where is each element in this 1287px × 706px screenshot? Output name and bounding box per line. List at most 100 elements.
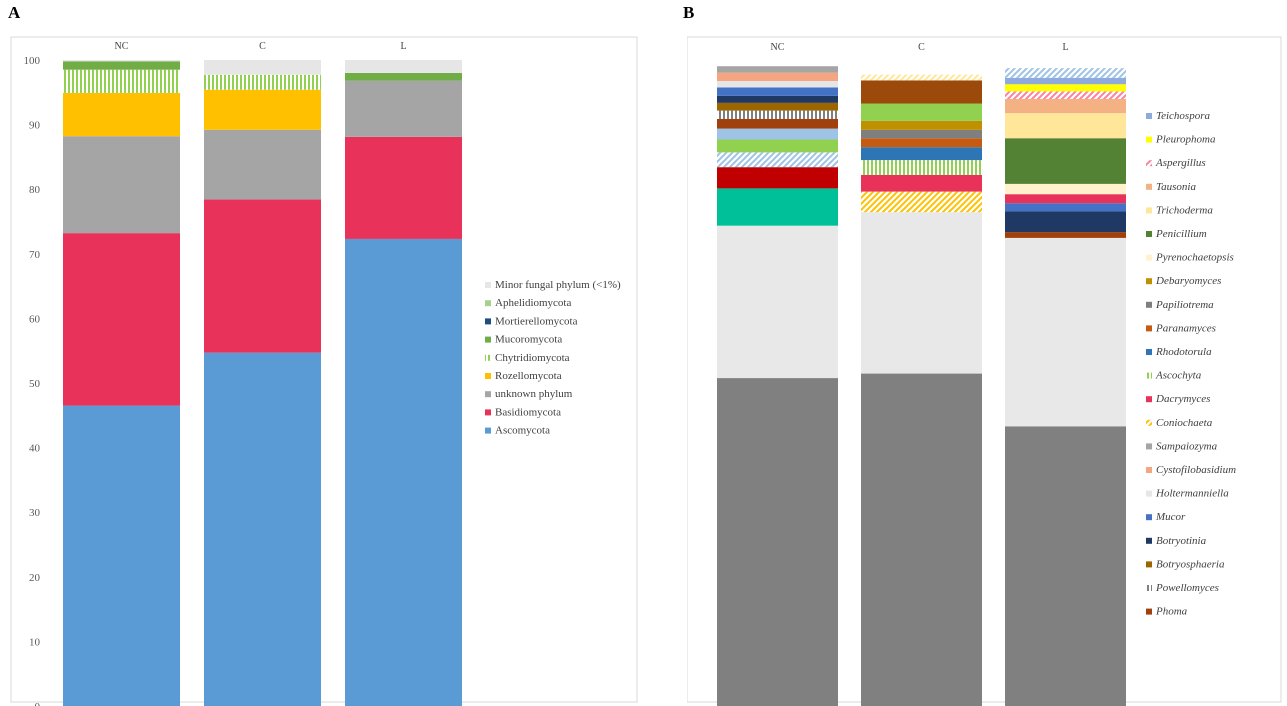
panel-a-label: A (8, 3, 21, 22)
legend-label-cystofilobasidium: Cystofilobasidium (1156, 464, 1236, 476)
category-label-l: L (400, 41, 406, 52)
y-tick-label: 30 (29, 507, 41, 519)
category-label-l: L (1062, 42, 1068, 53)
bar-nc-segment (717, 72, 838, 82)
bar-nc-segment (717, 66, 838, 73)
legend-label-tausonia: Tausonia (1156, 181, 1196, 193)
legend-swatch-mortierellomycota (485, 318, 491, 325)
bar-l-dacrymyces (1005, 194, 1126, 204)
bar-l-mucoromycota (345, 72, 462, 81)
legend-label-penicillium: Penicillium (1155, 228, 1207, 240)
legend-label-unknown-phylum: unknown phylum (495, 388, 573, 400)
category-label-c: C (259, 41, 266, 52)
legend-swatch-botryosphaeria (1146, 561, 1152, 568)
y-tick-label: 100 (24, 55, 41, 67)
bar-c-paranamyces (861, 138, 982, 148)
bar-l-mucor (1005, 203, 1126, 212)
chart-frame (10, 36, 638, 703)
bar-nc-minor-genera (717, 225, 838, 379)
bar-l-pleurophoma (1005, 84, 1126, 92)
bar-l-unassigned-genera (1005, 426, 1126, 706)
y-tick-label: 50 (29, 378, 41, 390)
chart-b: NC C L Teichospora Pleurophoma Aspergillus Tau… (687, 36, 1282, 706)
legend-swatch-penicillium (1146, 231, 1152, 237)
legend-swatch-aspergillus (1146, 160, 1152, 167)
category-label-nc: NC (771, 42, 785, 53)
bar-l-segment (1005, 68, 1126, 78)
legend-swatch-unknown-phylum (485, 391, 491, 398)
legend-swatch-aphelidiomycota (485, 300, 491, 307)
legend-swatch-basidiomycota (485, 409, 491, 416)
y-tick-label: 70 (29, 249, 41, 261)
legend-label-minor-fungal-phylum-1: Minor fungal phylum (<1%) (495, 279, 621, 291)
bar-l-trichoderma (1005, 113, 1126, 139)
bar-c-chytridiomycota (204, 74, 321, 90)
legend-label-pyrenochaetopsis: Pyrenochaetopsis (1155, 252, 1234, 264)
legend-swatch-rozellomycota (485, 373, 491, 379)
legend-label-chytridiomycota: Chytridiomycota (495, 352, 570, 364)
bar-c-rozellomycota (204, 89, 321, 130)
legend-swatch-ascochyta (1146, 372, 1152, 379)
bar-nc-unknown-phylum (63, 136, 180, 234)
bar-c-unassigned-genera (861, 373, 982, 706)
y-tick-label: 60 (29, 313, 41, 325)
y-tick-label: 20 (29, 572, 41, 584)
legend-swatch-phoma (1146, 608, 1152, 615)
bar-l-ascomycota (345, 238, 462, 706)
legend-swatch-paranamyces (1146, 325, 1152, 332)
bar-c-basidiomycota (204, 199, 321, 353)
legend-label-mortierellomycota: Mortierellomycota (495, 315, 578, 327)
legend-swatch-holtermanniella (1146, 490, 1152, 497)
bar-nc-ascomycota (63, 405, 180, 706)
bar-c-segment (861, 74, 982, 81)
bar-nc-basidiomycota (63, 233, 180, 406)
bar-c-segment (861, 103, 982, 121)
y-tick-label: 0 (35, 701, 41, 706)
bar-c-ascochyta (861, 160, 982, 175)
legend-label-holtermanniella: Holtermanniella (1155, 488, 1229, 500)
bar-l-teichospora (1005, 77, 1126, 85)
chart-frame (687, 36, 1282, 703)
panel-b-label: B (683, 3, 695, 22)
legend-label-rozellomycota: Rozellomycota (495, 370, 562, 382)
bar-l-tausonia (1005, 99, 1126, 114)
bar-c-ascomycota (204, 352, 321, 706)
bar-l-aspergillus (1005, 91, 1126, 100)
legend-label-coniochaeta: Coniochaeta (1156, 417, 1213, 429)
y-tick-label: 90 (29, 120, 41, 132)
bar-l-minor-fungal-phylum-1 (345, 60, 462, 73)
bar-l-basidiomycota (345, 136, 462, 239)
bar-nc-mucoromycota (63, 61, 180, 70)
bar-nc-segment (717, 118, 838, 129)
bar-c-dacrymyces (861, 174, 982, 192)
bar-l-penicillium (1005, 138, 1126, 184)
bar-nc-segment (717, 152, 838, 168)
legend-label-basidiomycota: Basidiomycota (495, 406, 561, 418)
bar-c-minor-fungal-phylum-1 (204, 60, 321, 75)
legend-label-teichospora: Teichospora (1156, 110, 1210, 122)
bar-l-unknown-phylum (345, 80, 462, 137)
legend-swatch-dacrymyces (1146, 396, 1152, 403)
bar-nc-minor-fungal-phylum-1 (63, 60, 180, 62)
legend-label-sampaiozyma: Sampaiozyma (1156, 440, 1218, 452)
bar-c-coniochaeta (861, 191, 982, 213)
legend-swatch-debaryomyces (1146, 278, 1152, 285)
bar-nc-segment (717, 81, 838, 88)
bar-l-minor-genera (1005, 237, 1126, 427)
legend-label-botryotinia: Botryotinia (1156, 535, 1207, 547)
legend-swatch-mucor (1146, 514, 1152, 521)
legend-label-mucoromycota: Mucoromycota (495, 334, 562, 346)
bar-nc-segment (717, 95, 838, 103)
bar-l-pyrenochaetopsis (1005, 183, 1126, 195)
legend-swatch-pyrenochaetopsis (1146, 254, 1152, 261)
legend-label-trichoderma: Trichoderma (1156, 204, 1213, 216)
bar-c-rhodotorula (861, 147, 982, 161)
bar-nc-segment (717, 110, 838, 119)
bar-c-unknown-phylum (204, 129, 321, 200)
legend-swatch-tausonia (1146, 183, 1152, 190)
legend-label-ascomycota: Ascomycota (495, 425, 550, 437)
bar-nc-segment (717, 87, 838, 96)
legend-label-botryosphaeria: Botryosphaeria (1156, 558, 1225, 570)
y-tick-label: 10 (29, 636, 41, 648)
